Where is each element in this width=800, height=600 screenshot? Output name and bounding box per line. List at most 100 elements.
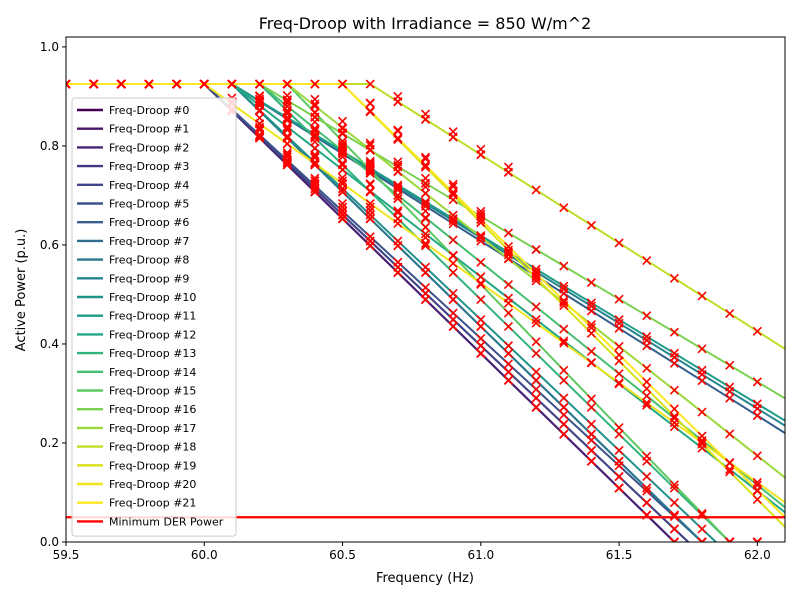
data-point-marker (531, 393, 541, 403)
data-point-marker (559, 336, 569, 346)
data-point-marker (697, 438, 707, 448)
data-point-marker (365, 168, 375, 178)
data-point-marker (420, 162, 431, 172)
data-point-marker (752, 451, 762, 461)
data-point-marker (310, 79, 320, 89)
data-point-marker (725, 382, 735, 392)
data-point-marker (614, 378, 624, 388)
data-point-marker (586, 445, 596, 455)
data-point-marker (476, 321, 486, 332)
data-point-marker (420, 160, 431, 170)
data-point-marker (725, 360, 735, 370)
data-point-marker (393, 185, 403, 195)
data-point-marker (310, 101, 320, 111)
legend-entry: Freq-Droop #7 (77, 235, 189, 248)
data-point-marker (531, 348, 541, 358)
data-point-marker (697, 439, 707, 449)
data-point-marker (420, 283, 431, 293)
data-point-marker (255, 100, 265, 111)
legend-label: Freq-Droop #7 (109, 235, 189, 248)
legend-entry: Freq-Droop #4 (77, 179, 189, 192)
data-point-marker (531, 302, 541, 312)
data-point-marker (559, 296, 569, 306)
data-point-marker (227, 79, 237, 89)
legend-label: Freq-Droop #4 (109, 179, 189, 192)
data-point-marker (476, 230, 486, 241)
data-point-marker (697, 407, 707, 417)
data-point-marker (199, 79, 209, 89)
data-point-marker (559, 261, 569, 271)
data-point-marker (282, 96, 292, 106)
data-point-marker (559, 375, 569, 385)
data-point-marker (697, 344, 707, 354)
data-point-marker (476, 257, 486, 267)
data-point-marker (255, 131, 265, 141)
legend-label: Freq-Droop #2 (109, 141, 189, 154)
legend-entry: Freq-Droop #9 (77, 272, 189, 285)
chart-title: Freq-Droop with Irradiance = 850 W/m^2 (259, 14, 592, 33)
data-point-marker (531, 384, 541, 394)
data-point-marker (503, 167, 514, 177)
data-point-marker (116, 79, 126, 89)
plot-markers (66, 79, 762, 542)
data-point-marker (337, 139, 348, 149)
data-point-marker (476, 214, 486, 224)
data-point-marker (476, 314, 486, 325)
legend-label: Freq-Droop #6 (109, 216, 189, 229)
data-point-marker (669, 498, 679, 508)
data-point-marker (697, 508, 707, 518)
data-point-marker (586, 394, 596, 404)
data-point-marker (310, 173, 320, 183)
data-point-marker (559, 324, 569, 334)
data-point-marker (255, 130, 265, 140)
y-axis: 0.0 0.2 0.4 0.6 0.8 1.0 (40, 40, 66, 549)
x-tick-label: 60.5 (329, 548, 356, 562)
x-tick-label: 62.0 (744, 548, 771, 562)
legend-entry: Freq-Droop #15 (77, 385, 196, 398)
data-point-marker (476, 278, 486, 288)
data-point-marker (697, 431, 707, 441)
y-axis-label: Active Power (p.u.) (14, 229, 29, 352)
data-point-marker (669, 418, 679, 428)
legend-label: Freq-Droop #3 (109, 160, 189, 173)
data-point-marker (503, 308, 514, 318)
data-point-marker (614, 294, 624, 304)
x-axis: 59.5 60.0 60.5 61.0 61.5 62.0 (53, 542, 771, 562)
data-point-marker (420, 262, 431, 272)
data-point-marker (365, 210, 375, 220)
data-point-marker (420, 178, 431, 188)
x-tick-label: 59.5 (53, 548, 80, 562)
data-point-marker (586, 346, 596, 356)
data-point-marker (642, 311, 652, 321)
data-point-marker (393, 125, 403, 135)
legend-entry: Freq-Droop #10 (77, 291, 196, 304)
data-point-marker (448, 132, 458, 142)
data-point-marker (420, 238, 431, 248)
data-point-marker (420, 152, 431, 162)
data-point-marker (503, 341, 514, 351)
data-point-marker (365, 187, 375, 197)
data-point-marker (420, 188, 431, 198)
data-point-marker (752, 399, 762, 409)
data-point-marker (586, 456, 596, 466)
data-point-marker (531, 276, 541, 286)
data-point-marker (697, 537, 707, 542)
data-point-marker (503, 321, 514, 332)
data-point-marker (393, 134, 403, 144)
data-point-marker (531, 318, 541, 328)
data-point-marker (365, 98, 375, 108)
data-point-marker (669, 483, 679, 493)
data-point-marker (614, 456, 624, 466)
data-point-marker (586, 278, 596, 288)
data-point-marker (66, 79, 71, 89)
legend-label: Freq-Droop #10 (109, 291, 196, 304)
data-point-marker (752, 485, 762, 495)
data-point-marker (503, 367, 514, 377)
legend: Freq-Droop #0 Freq-Droop #1 Freq-Droop #2 F… (71, 97, 237, 537)
data-point-marker (642, 377, 652, 387)
data-point-marker (365, 156, 375, 166)
data-point-marker (393, 181, 403, 192)
data-point-marker (586, 320, 596, 330)
data-point-marker (559, 281, 569, 291)
data-point-marker (310, 159, 320, 169)
